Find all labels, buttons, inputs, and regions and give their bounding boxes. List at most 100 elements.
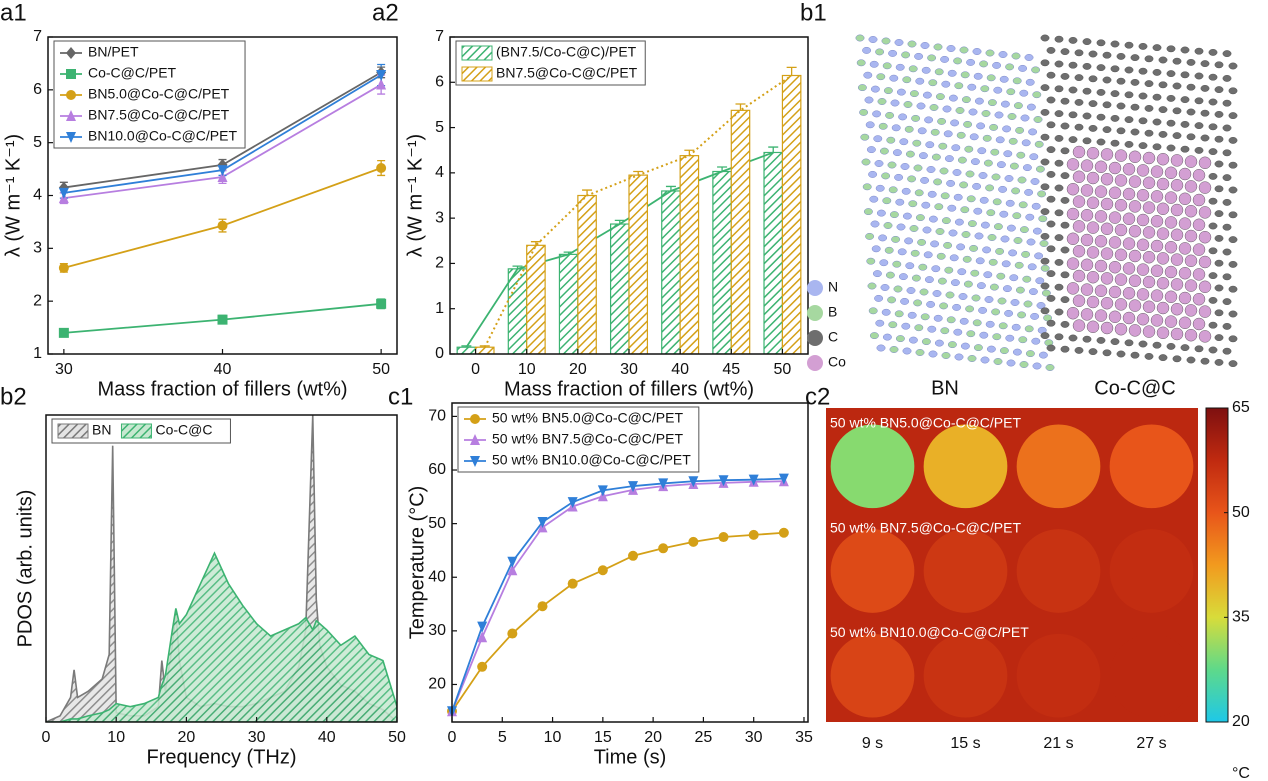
atom bbox=[1150, 165, 1164, 178]
panel-label: b1 bbox=[800, 0, 827, 26]
x-tick-label: 0 bbox=[448, 729, 457, 746]
atom bbox=[1108, 310, 1122, 323]
atom bbox=[984, 296, 994, 303]
atom bbox=[1100, 297, 1114, 310]
bar bbox=[507, 268, 528, 354]
atom bbox=[1086, 246, 1100, 259]
atom bbox=[1222, 198, 1232, 206]
legend-label: BN/PET bbox=[88, 44, 139, 60]
atom bbox=[1054, 159, 1064, 167]
bar bbox=[661, 190, 681, 354]
atom bbox=[1021, 250, 1031, 258]
atom bbox=[1142, 226, 1156, 239]
atom bbox=[1138, 117, 1148, 125]
atom bbox=[922, 226, 932, 234]
atom bbox=[887, 161, 897, 169]
legend-label: 50 wt% BN10.0@Co-C@C/PET bbox=[492, 452, 691, 468]
marker bbox=[376, 78, 387, 90]
atom bbox=[992, 198, 1002, 206]
atom bbox=[1013, 237, 1023, 244]
atom bbox=[936, 252, 946, 260]
atom bbox=[866, 146, 876, 154]
atom bbox=[914, 324, 924, 332]
atom bbox=[947, 69, 957, 77]
atom bbox=[1194, 146, 1204, 154]
plot-frame bbox=[451, 402, 809, 723]
atom bbox=[1164, 166, 1178, 180]
atom bbox=[897, 248, 907, 256]
bar bbox=[609, 223, 630, 354]
atom bbox=[1033, 116, 1043, 123]
structure-image bbox=[855, 34, 1238, 371]
legend-label: BN5.0@Co-C@C/PET bbox=[88, 86, 230, 102]
atom bbox=[1186, 83, 1196, 91]
atom bbox=[996, 272, 1006, 280]
atom bbox=[1060, 73, 1070, 80]
atom bbox=[1060, 147, 1070, 155]
atom bbox=[886, 136, 896, 144]
atom bbox=[1030, 312, 1040, 320]
atom bbox=[1100, 321, 1114, 335]
atom bbox=[1184, 329, 1198, 342]
atom bbox=[1068, 86, 1078, 94]
atom bbox=[1192, 193, 1206, 207]
atom bbox=[1170, 154, 1184, 167]
y-axis-title: Temperature (°C) bbox=[406, 486, 428, 640]
atom bbox=[1164, 315, 1178, 328]
atom bbox=[1208, 49, 1218, 56]
atom bbox=[989, 283, 999, 291]
atom bbox=[1208, 272, 1218, 279]
colorbar-tick-label: 20 bbox=[1232, 713, 1250, 730]
atom bbox=[1040, 307, 1050, 315]
atom bbox=[1222, 322, 1232, 330]
atom bbox=[878, 122, 888, 130]
marker bbox=[477, 631, 488, 643]
atom bbox=[1032, 227, 1042, 235]
atom bbox=[1006, 224, 1016, 232]
atom bbox=[909, 90, 919, 98]
atom bbox=[887, 296, 897, 304]
atom bbox=[1158, 130, 1168, 138]
atom bbox=[920, 42, 930, 49]
atom bbox=[1102, 101, 1112, 109]
atom bbox=[1214, 358, 1224, 366]
atom bbox=[1028, 128, 1038, 136]
atom bbox=[1080, 233, 1094, 247]
atom bbox=[1012, 212, 1022, 220]
y-tick-label: 7 bbox=[435, 28, 444, 45]
atom bbox=[1192, 317, 1206, 331]
atom bbox=[1004, 309, 1014, 317]
atom bbox=[943, 130, 953, 138]
atom bbox=[1032, 362, 1042, 370]
atom bbox=[1072, 244, 1086, 258]
atom bbox=[1102, 76, 1112, 84]
atom bbox=[1200, 134, 1210, 142]
atom bbox=[1156, 326, 1170, 339]
x-tick-label: 30 bbox=[620, 361, 638, 378]
atom bbox=[1178, 267, 1192, 280]
atom bbox=[941, 352, 951, 359]
atom bbox=[1066, 307, 1080, 320]
atom bbox=[1046, 170, 1056, 178]
atom bbox=[1214, 259, 1224, 267]
atom bbox=[911, 114, 921, 122]
legend-label: (BN7.5/Co-C@C)/PET bbox=[496, 44, 637, 60]
atom bbox=[1028, 288, 1038, 296]
atom bbox=[1208, 346, 1218, 354]
atom bbox=[860, 133, 870, 141]
atom bbox=[1031, 202, 1041, 210]
legend-dot bbox=[807, 355, 823, 371]
column-label: 27 s bbox=[1136, 735, 1166, 752]
x-tick-label: 50 bbox=[372, 361, 390, 378]
y-tick-label: 50 bbox=[428, 515, 446, 532]
atom bbox=[876, 209, 886, 217]
atom bbox=[885, 271, 895, 279]
atom bbox=[1180, 344, 1190, 351]
marker bbox=[376, 298, 387, 309]
atom bbox=[1009, 274, 1019, 282]
atom bbox=[1152, 143, 1162, 151]
atom bbox=[1074, 74, 1084, 82]
x-axis-title: Frequency (THz) bbox=[146, 746, 296, 768]
atom bbox=[935, 228, 945, 235]
